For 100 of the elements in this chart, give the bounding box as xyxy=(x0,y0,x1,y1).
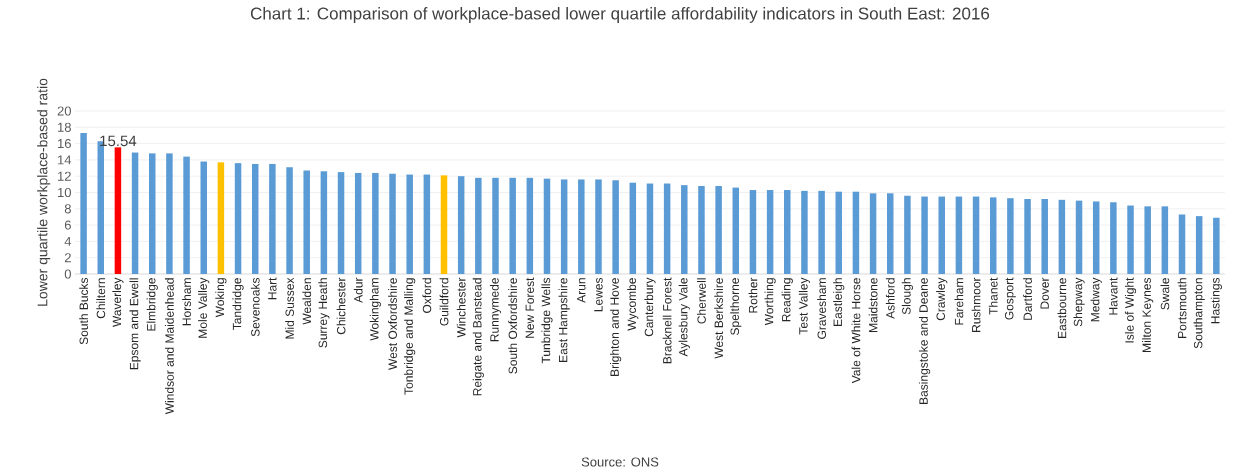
x-tick-label: Eastleigh xyxy=(833,278,845,326)
bar xyxy=(1075,200,1083,274)
x-tick-label: Dartford xyxy=(1023,278,1032,320)
bar xyxy=(320,171,328,274)
bar xyxy=(1195,216,1203,274)
x-tick-label: Portsmouth xyxy=(1177,278,1187,338)
bar xyxy=(1041,199,1048,274)
x-tick-label: Arun xyxy=(577,278,586,303)
bar xyxy=(475,177,482,274)
bar xyxy=(303,170,310,274)
x-tick-label: South Bucks xyxy=(79,277,89,345)
bar xyxy=(578,179,585,274)
x-tick-label: Wokingham xyxy=(369,278,381,341)
x-tick-label: Tunbridge Wells xyxy=(541,277,553,364)
bar xyxy=(715,185,722,274)
bar xyxy=(869,193,877,274)
bar xyxy=(131,152,139,274)
x-tick-label: Sevenoaks xyxy=(250,277,260,337)
x-tick-label: Guildford xyxy=(439,278,449,326)
y-tick-label: 18 xyxy=(58,122,71,132)
bar xyxy=(1024,199,1031,274)
bar xyxy=(1127,205,1134,274)
x-tick-label: Reigate and Banstead xyxy=(472,278,484,396)
x-tick-label: Aylesbury Vale xyxy=(678,278,690,357)
bar xyxy=(766,190,774,274)
bar xyxy=(732,187,740,274)
bar xyxy=(1110,202,1117,274)
bar xyxy=(835,191,843,274)
x-tick-label: Waverley xyxy=(112,277,124,328)
x-tick-label: New Forest xyxy=(525,277,535,338)
y-tick-label: 4 xyxy=(64,236,72,246)
x-tick-label: Worthing xyxy=(764,278,776,326)
bar xyxy=(148,153,156,274)
x-tick-label: Ashford xyxy=(885,278,895,319)
x-tick-label: Crawley xyxy=(936,277,948,321)
bar xyxy=(646,183,654,274)
y-tick-label: 14 xyxy=(58,155,72,165)
y-tick-label: 0 xyxy=(64,269,71,279)
bar xyxy=(989,197,997,274)
x-tick-label: Dover xyxy=(1040,277,1049,309)
bar xyxy=(526,177,534,274)
bar xyxy=(1161,206,1169,274)
bar xyxy=(1178,214,1186,274)
x-tick-label: Wycombe xyxy=(627,278,639,331)
y-tick-label: 6 xyxy=(64,220,71,230)
bar xyxy=(269,163,276,274)
x-tick-label: Medway xyxy=(1090,277,1102,322)
bar xyxy=(337,172,345,274)
x-tick-label: Chichester xyxy=(336,277,346,335)
bar xyxy=(80,132,87,274)
x-tick-label: East Hampshire xyxy=(558,278,570,362)
bar xyxy=(251,163,259,274)
x-tick-label: Mole Valley xyxy=(198,277,210,338)
bar xyxy=(166,153,173,274)
x-tick-label: South Oxfordshire xyxy=(508,278,518,374)
bar xyxy=(818,190,825,274)
x-tick-label: Epsom and Ewell xyxy=(129,278,141,370)
bar xyxy=(681,185,688,274)
bar xyxy=(955,196,963,274)
bar xyxy=(801,190,808,274)
x-tick-label: Wealden xyxy=(302,278,312,325)
bar xyxy=(492,177,499,274)
bar xyxy=(595,179,602,274)
x-tick-label: West Berkshire xyxy=(714,278,724,359)
x-tick-label: Windsor and Maidenhead xyxy=(164,278,174,415)
x-tick-label: Lewes xyxy=(594,277,603,312)
x-tick-label: Oxford xyxy=(422,278,432,313)
x-tick-label: Test Valley xyxy=(798,277,811,335)
data-label: 15.54 xyxy=(100,135,137,147)
bar xyxy=(440,175,448,274)
bar xyxy=(543,178,551,274)
bar xyxy=(612,180,619,274)
x-tick-label: Adur xyxy=(353,277,363,303)
bar xyxy=(217,162,225,274)
x-tick-label: Woking xyxy=(215,278,227,318)
bar xyxy=(200,161,207,274)
y-tick-label: 8 xyxy=(64,204,71,214)
bar xyxy=(1092,201,1100,274)
x-tick-label: Gravesham xyxy=(817,278,827,339)
y-axis-title: Lower quartile workplace-based ratio xyxy=(37,78,51,306)
x-tick-label: Milton Keynes xyxy=(1142,277,1154,352)
x-tick-label: Canterbury xyxy=(644,277,656,337)
x-tick-label: Eastbourne xyxy=(1057,278,1067,338)
x-tick-label: Isle of Wight xyxy=(1124,277,1137,343)
bar xyxy=(904,195,911,274)
y-tick-label: 10 xyxy=(58,187,71,198)
bar xyxy=(560,179,568,274)
x-tick-label: Horsham xyxy=(182,278,191,326)
source-note: Source: ONS xyxy=(581,457,659,467)
x-tick-label: Winchester xyxy=(456,277,466,338)
y-tick-label: 20 xyxy=(57,106,71,116)
bar xyxy=(1007,198,1014,274)
bar xyxy=(457,176,465,274)
bar xyxy=(389,173,396,274)
bar xyxy=(886,193,894,274)
x-tick-label: Vale of White Horse xyxy=(851,278,861,384)
chart-title: Chart 1: Comparison of workplace-based lower quartile affordability indicators in South East: 2016 xyxy=(250,7,990,23)
bar xyxy=(629,182,637,274)
bar xyxy=(749,190,757,274)
x-tick-label: Brighton and Hove xyxy=(610,278,622,376)
